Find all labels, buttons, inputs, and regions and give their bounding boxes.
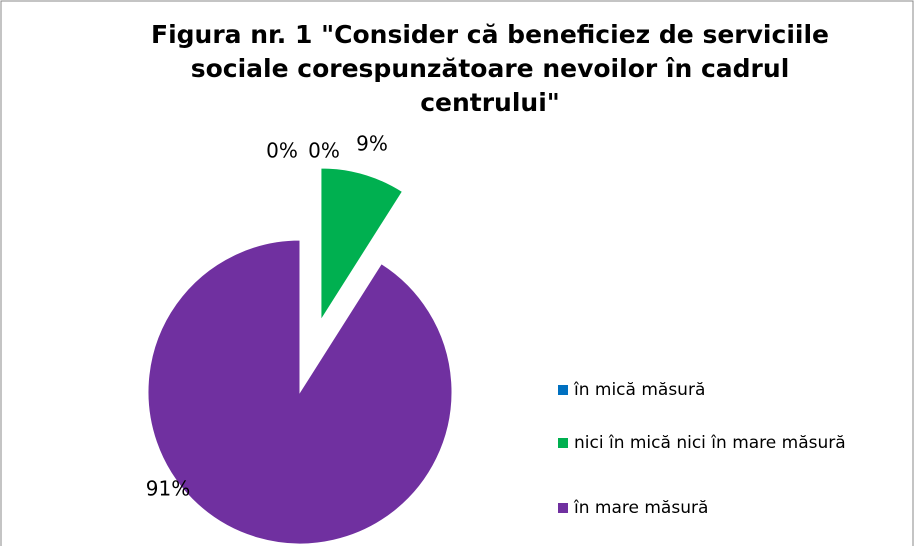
legend-swatch [558,503,568,513]
legend-label: în mică măsură [573,380,705,400]
chart-title: Figura nr. 1 "Consider că beneficiez de … [151,20,829,117]
data-label: 0% [308,139,340,163]
data-label: 9% [356,132,388,156]
legend-label: în mare măsură [573,498,708,518]
pie-slice [147,239,453,545]
legend-swatch [558,385,568,395]
legend-label: nici în mică nici în mare măsură [574,433,846,453]
legend-swatch [558,438,568,448]
pie-slice [320,167,404,322]
data-label: 91% [146,477,190,501]
data-label: 0% [266,139,298,163]
